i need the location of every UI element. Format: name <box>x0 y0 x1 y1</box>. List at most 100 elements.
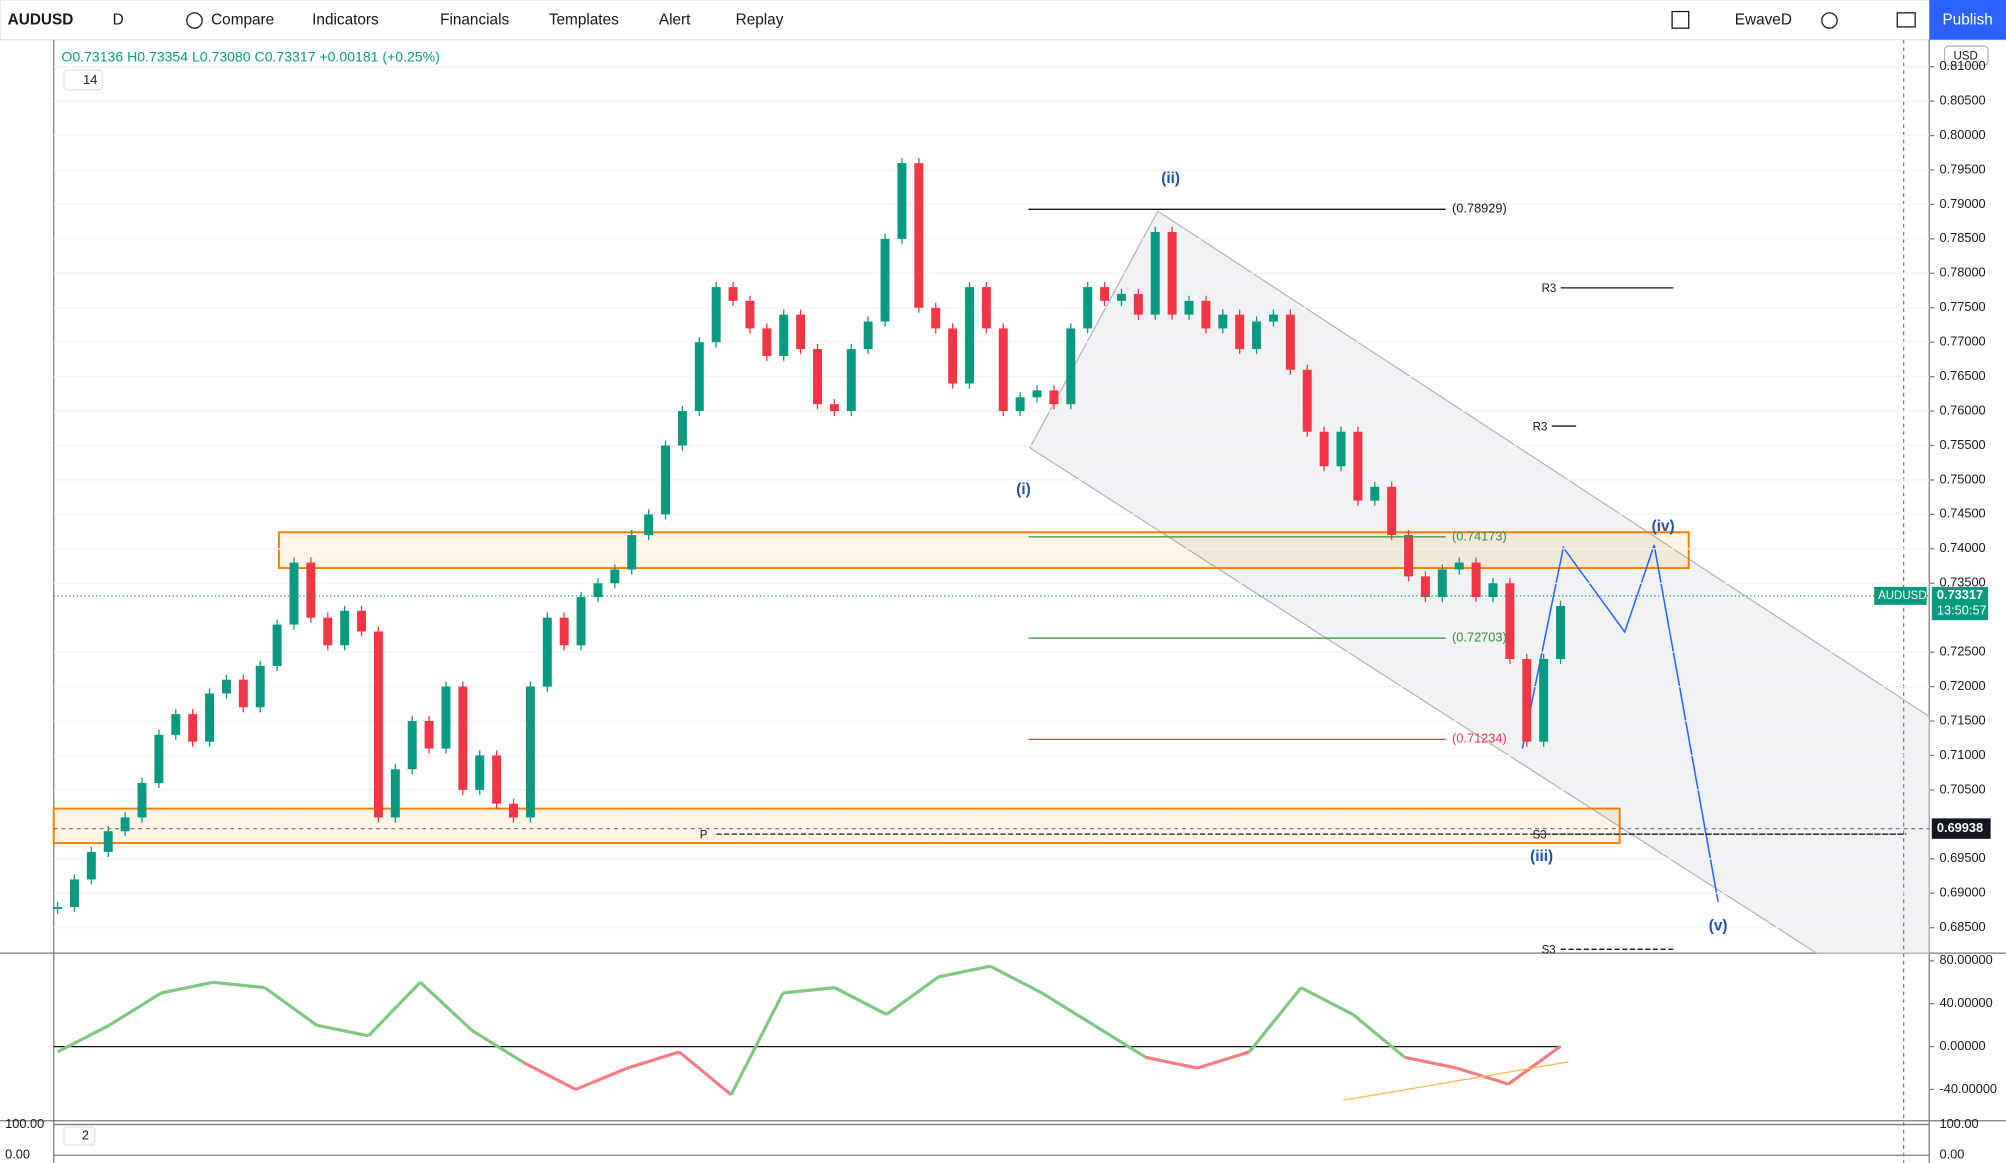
oscillator-segment <box>1300 986 1354 1016</box>
fib-label: (0.72703) <box>1452 630 1507 645</box>
alert-button[interactable]: Alert <box>659 12 691 29</box>
y-tick-label: 0.00 <box>1939 1147 1964 1162</box>
resistance-zone <box>277 531 1690 570</box>
candle <box>1133 293 1143 315</box>
candle <box>525 686 535 818</box>
legend-collapse[interactable] <box>63 1126 96 1146</box>
interval[interactable]: D <box>113 12 124 29</box>
candle <box>1100 287 1110 301</box>
candle <box>559 617 569 646</box>
y-tick-label: 0.68500 <box>1939 919 1985 934</box>
oscillator-segment <box>1351 1013 1406 1059</box>
fib-label: (0.74173) <box>1452 528 1507 543</box>
candle <box>221 679 231 694</box>
fib-label: (0.78929) <box>1452 201 1507 216</box>
candle <box>1420 576 1430 598</box>
wave-projection <box>1521 544 1719 903</box>
pivot-label: R3 <box>1533 421 1548 433</box>
y-tick-label: 0.69500 <box>1939 850 1985 865</box>
currency[interactable]: USD <box>1954 50 1978 62</box>
legend-count[interactable]: 2 <box>82 1127 89 1142</box>
replay-button[interactable]: Replay <box>736 12 784 29</box>
oscillator-segment <box>523 1061 577 1091</box>
candle <box>1336 431 1346 467</box>
oscillator-segment <box>1092 1023 1147 1059</box>
wave-label: (i) <box>1016 481 1030 498</box>
candle <box>948 328 958 384</box>
candle <box>1049 390 1059 405</box>
candle <box>1235 314 1245 350</box>
financials-button[interactable]: Financials <box>440 12 509 29</box>
candle <box>1387 486 1397 536</box>
y-tick-label: 0.74500 <box>1939 506 1985 521</box>
candle <box>1454 562 1464 570</box>
candle <box>1032 390 1042 398</box>
oscillator-segment <box>316 1023 369 1038</box>
y-tick-label: 0.72000 <box>1939 678 1985 693</box>
candle <box>1167 231 1177 315</box>
y-tick-label: 0.71000 <box>1939 747 1985 762</box>
candle <box>69 879 79 907</box>
legend-collapse[interactable] <box>63 69 103 91</box>
candle <box>171 714 181 735</box>
candle <box>796 314 806 350</box>
candle <box>1319 431 1329 467</box>
candle <box>475 755 485 790</box>
candle <box>390 769 400 818</box>
publish-label[interactable]: Publish <box>1942 12 1992 29</box>
oscillator-segment <box>1041 991 1095 1027</box>
price-tag <box>1931 586 1989 621</box>
ohlc-legend: O0.73136 H0.73354 L0.73080 C0.73317 +0.0… <box>61 48 439 64</box>
legend-count[interactable]: 14 <box>83 72 97 87</box>
candle <box>542 617 552 687</box>
templates-button[interactable]: Templates <box>549 12 619 29</box>
candle <box>914 163 924 308</box>
y-tick-label: 0.79500 <box>1939 161 1985 176</box>
candle <box>424 721 434 749</box>
snapshot-icon[interactable] <box>1896 12 1916 28</box>
candle <box>1404 535 1414 577</box>
wave-label: (ii) <box>1161 170 1180 187</box>
oscillator-segment <box>885 975 940 1016</box>
candle <box>53 906 63 909</box>
y-tick-label: 0.78000 <box>1939 265 1985 280</box>
currency-button[interactable] <box>1943 45 1989 66</box>
crosshair-tag <box>1931 818 1991 839</box>
candle <box>1556 605 1566 660</box>
candle <box>576 597 586 646</box>
layout-name[interactable]: EwaveD <box>1735 12 1792 29</box>
pivot-label: S3 <box>1533 829 1547 841</box>
compare-button[interactable]: Compare <box>211 12 274 29</box>
candle <box>998 328 1008 412</box>
oscillator-segment <box>56 1023 111 1054</box>
candle <box>357 610 367 632</box>
candle <box>1302 369 1312 432</box>
y-tick-label: 0.70500 <box>1939 781 1985 796</box>
candle <box>863 321 873 350</box>
candle <box>238 679 248 708</box>
y-tick-label: 0.80500 <box>1939 92 1985 107</box>
oscillator-segment <box>834 986 888 1016</box>
y-tick-label: 100.00 <box>5 1116 44 1131</box>
candle <box>373 631 383 818</box>
candle <box>711 287 721 343</box>
indicators-button[interactable]: Indicators <box>312 12 379 29</box>
settings-icon[interactable] <box>1821 12 1838 29</box>
candle <box>1066 328 1076 405</box>
candle <box>762 328 772 356</box>
layout-icon[interactable] <box>1671 10 1690 29</box>
oscillator-segment <box>1145 1055 1198 1070</box>
fib-label: (0.71234) <box>1452 731 1507 746</box>
y-tick-label: 0.77500 <box>1939 299 1985 314</box>
y-tick-label: 0.80000 <box>1939 127 1985 142</box>
candle <box>661 445 670 515</box>
oscillator-segment <box>575 1066 629 1091</box>
candle <box>1116 293 1126 301</box>
publish-button[interactable] <box>1929 0 2006 40</box>
y-tick-label: 0.75000 <box>1939 471 1985 486</box>
oscillator-segment <box>782 986 835 995</box>
symbol-tag: AUDUSD <box>1878 590 1927 602</box>
symbol[interactable]: AUDUSD <box>8 12 74 29</box>
